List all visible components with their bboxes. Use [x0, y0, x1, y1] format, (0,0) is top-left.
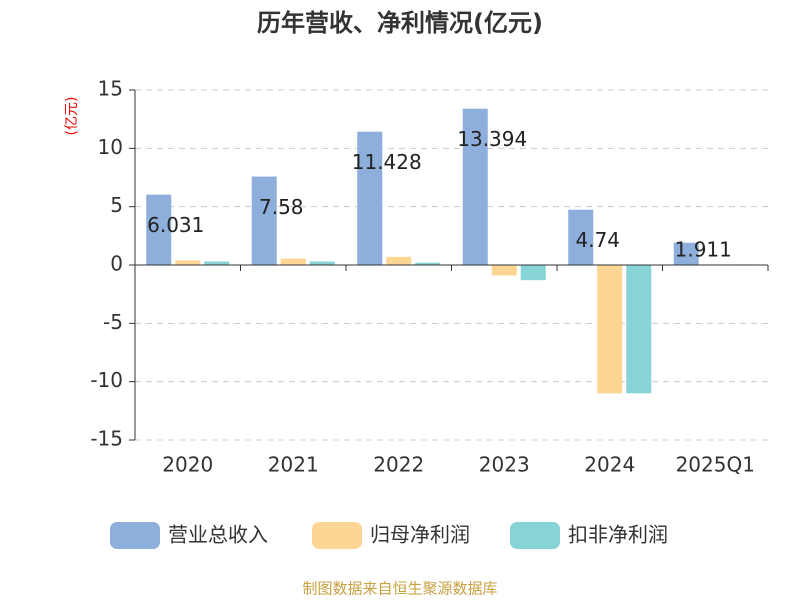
x-tick-label: 2022: [373, 453, 424, 477]
x-tick-label: 2020: [162, 453, 213, 477]
y-tick-label: 0: [110, 252, 123, 276]
bar: [520, 265, 546, 281]
x-tick-label: 2024: [584, 453, 635, 477]
bar: [462, 108, 488, 265]
y-tick-label: 15: [98, 77, 123, 101]
data-label: 13.394: [457, 127, 527, 151]
y-tick-label: -10: [90, 368, 123, 392]
y-tick-label: 10: [98, 135, 123, 159]
bar: [280, 258, 306, 265]
bar: [597, 265, 623, 394]
source: 制图数据来自恒生聚源数据库: [302, 580, 497, 598]
bar: [204, 261, 230, 265]
y-tick-label: -5: [103, 310, 123, 334]
y-tick-label: -15: [90, 427, 123, 451]
bar: [309, 261, 335, 265]
legend-swatch: [110, 522, 160, 549]
bar: [568, 209, 594, 265]
data-label: 7.58: [259, 195, 304, 219]
data-label: 4.74: [575, 228, 620, 252]
legend-label: 营业总收入: [168, 523, 268, 547]
y-tick-label: 5: [110, 193, 123, 217]
legend-swatch: [312, 522, 362, 549]
data-label: 1.911: [675, 238, 732, 262]
bar: [175, 260, 201, 265]
chart-title: 历年营收、净利情况(亿元): [257, 9, 543, 37]
legend-swatch: [510, 522, 560, 549]
bar: [491, 265, 517, 276]
bar: [146, 194, 172, 265]
bar: [626, 265, 652, 394]
bar: [357, 131, 383, 265]
data-label: 11.428: [352, 150, 422, 174]
x-tick-label: 2021: [268, 453, 319, 477]
x-tick-label: 2025Q1: [676, 453, 755, 477]
y-axis-label: (亿元): [64, 97, 80, 136]
x-tick-label: 2023: [479, 453, 530, 477]
bar: [251, 176, 277, 265]
bar: [673, 242, 699, 265]
bar: [415, 262, 441, 265]
data-label: 6.031: [147, 213, 204, 237]
bar: [386, 256, 412, 265]
legend-label: 归母净利润: [370, 523, 470, 547]
legend-label: 扣非净利润: [568, 523, 668, 547]
